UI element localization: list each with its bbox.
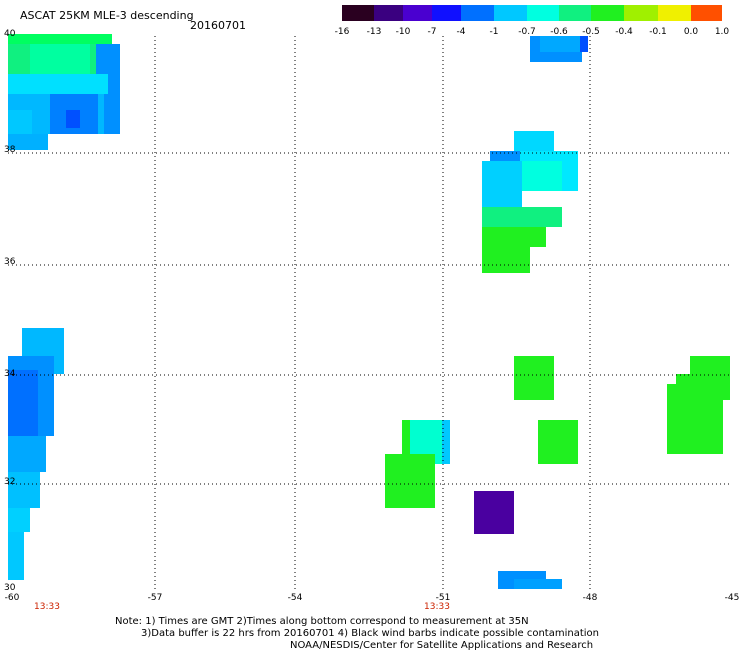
swatch-4: [432, 5, 461, 21]
color-legend: -16 -13 -10 -7 -4 -1 -0.7 -0.6 -0.5 -0.4…: [335, 5, 730, 37]
swatch-9: [591, 5, 624, 21]
colorbar-label: -16: [335, 27, 350, 37]
colorbar-label: -7: [428, 27, 437, 37]
note-line-2: 3)Data buffer is 22 hrs from 20160701 4)…: [141, 628, 599, 639]
map-date: 20160701: [190, 19, 246, 32]
colorbar-label: 0.0: [684, 27, 699, 37]
colorbar-label: -1: [490, 27, 499, 37]
x-tick-label: -45: [725, 593, 740, 603]
swath-center-lower: [385, 420, 562, 589]
colorbar-label: -4: [457, 27, 466, 37]
x-tick-label: -51: [436, 593, 451, 603]
colorbar-label: -0.6: [550, 27, 568, 37]
colorbar-label: -0.4: [615, 27, 633, 37]
y-tick-label: 36: [4, 257, 16, 267]
y-tick-label: 40: [4, 29, 16, 39]
time-label: 13:33: [424, 602, 450, 612]
swatch-2: [374, 5, 403, 21]
swatch-12: [691, 5, 722, 21]
time-label: 13:33: [34, 602, 60, 612]
swatch-8: [559, 5, 591, 21]
swatch-10: [624, 5, 658, 21]
swatch-11: [658, 5, 691, 21]
colorbar-label: -0.5: [582, 27, 600, 37]
x-tick-label: -57: [148, 593, 163, 603]
colorbar-swatches: [342, 5, 722, 21]
map-grid: [8, 36, 730, 590]
note-line-1: Note: 1) Times are GMT 2)Times along bot…: [115, 616, 529, 627]
swath-right-lower: [514, 356, 730, 464]
x-tick-label: -54: [288, 593, 303, 603]
map-title: ASCAT 25KM MLE-3 descending: [20, 9, 194, 22]
colorbar-label: -0.1: [649, 27, 667, 37]
y-tick-label: 38: [4, 145, 16, 155]
colorbar-label: -13: [367, 27, 382, 37]
swatch-3: [403, 5, 432, 21]
y-tick-label: 30: [4, 583, 16, 593]
swath-top-left: [8, 34, 120, 150]
swatch-6: [494, 5, 527, 21]
swath-top-right: [530, 36, 588, 62]
y-tick-label: 34: [4, 369, 16, 379]
colorbar-label: -10: [396, 27, 411, 37]
note-line-3: NOAA/NESDIS/Center for Satellite Applica…: [290, 640, 594, 651]
swath-left-lower: [8, 328, 64, 580]
swatch-5: [461, 5, 494, 21]
swath-center-right: [482, 131, 578, 273]
swatch-7: [527, 5, 559, 21]
x-tick-label: -48: [583, 593, 598, 603]
swatch-1: [342, 5, 374, 21]
colorbar-label: 1.0: [715, 27, 730, 37]
x-tick-label: -60: [5, 593, 20, 603]
colorbar-label: -0.7: [518, 27, 536, 37]
y-tick-label: 32: [4, 477, 15, 487]
